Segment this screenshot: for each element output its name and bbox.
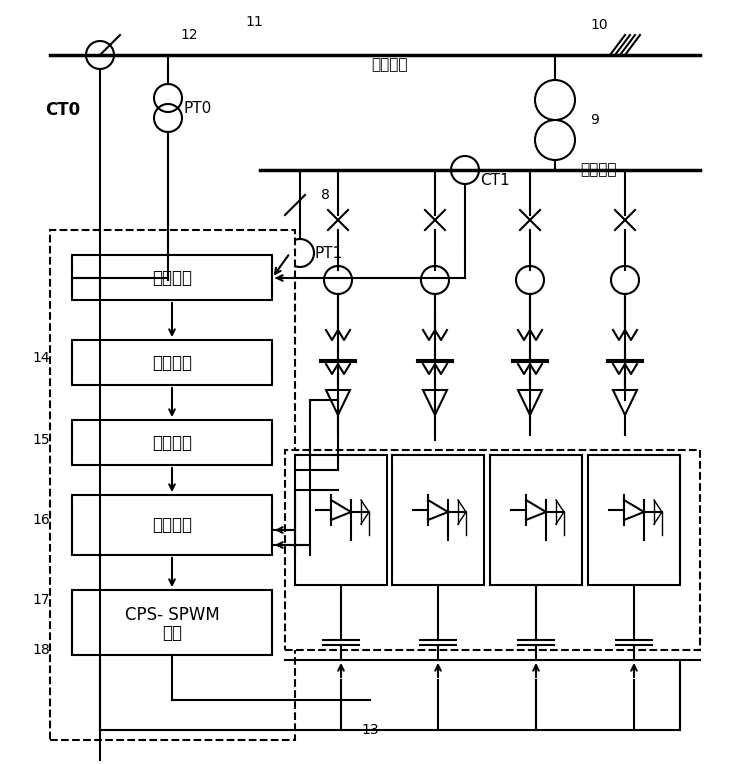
Text: 18: 18 (32, 643, 50, 657)
Polygon shape (423, 390, 447, 415)
Text: 调制: 调制 (162, 624, 182, 642)
Bar (72, 420, 272, 465)
Polygon shape (326, 390, 350, 415)
Bar (392, 455, 484, 585)
Bar (72, 340, 272, 385)
Bar (72, 590, 272, 655)
Text: 16: 16 (32, 513, 50, 527)
Text: 低压母线: 低压母线 (580, 163, 617, 177)
Bar (50, 230, 295, 740)
Text: 17: 17 (32, 593, 50, 607)
Text: 高压母线: 高压母线 (372, 57, 408, 73)
Bar (72, 255, 272, 300)
Bar (295, 455, 387, 585)
Text: 9: 9 (590, 113, 599, 127)
Bar (588, 455, 680, 585)
Bar (285, 450, 700, 650)
Text: PT0: PT0 (183, 101, 211, 115)
Text: 8: 8 (320, 188, 329, 202)
Text: PT1: PT1 (315, 245, 343, 261)
Text: 10: 10 (590, 18, 608, 32)
Text: 无功计算: 无功计算 (152, 354, 192, 372)
Text: 控制模块: 控制模块 (152, 516, 192, 534)
Text: 12: 12 (180, 28, 198, 42)
Text: CT0: CT0 (45, 101, 80, 119)
Text: 13: 13 (361, 723, 379, 737)
Text: 15: 15 (32, 433, 50, 447)
Bar (72, 495, 272, 555)
Text: CPS- SPWM: CPS- SPWM (125, 606, 219, 624)
Text: CT1: CT1 (480, 173, 509, 187)
Bar (490, 455, 582, 585)
Text: 信号采集: 信号采集 (152, 269, 192, 287)
Polygon shape (518, 390, 542, 415)
Text: 11: 11 (245, 15, 262, 29)
Polygon shape (613, 390, 637, 415)
Text: 无功分配: 无功分配 (152, 434, 192, 452)
Text: 14: 14 (32, 351, 50, 365)
